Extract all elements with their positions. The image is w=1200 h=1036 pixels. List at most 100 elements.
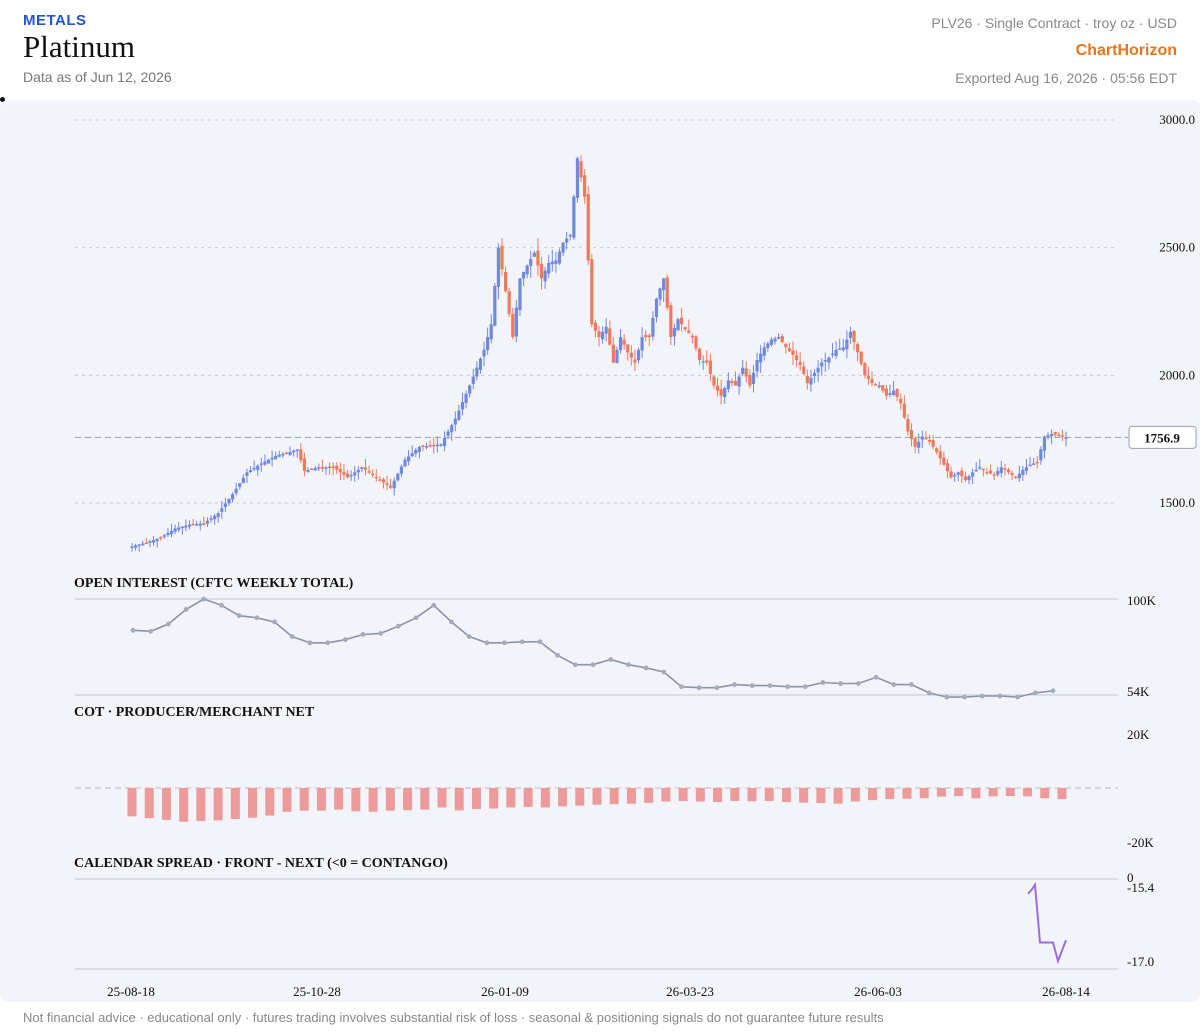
oi-point	[325, 640, 331, 646]
oi-point	[802, 684, 808, 690]
candle-body	[827, 357, 831, 363]
cot-bar	[661, 788, 671, 802]
candle-body	[741, 367, 745, 375]
candle-body	[507, 291, 511, 315]
candle-body	[870, 379, 874, 383]
candle-body	[521, 271, 526, 279]
spread-line	[1027, 881, 1067, 965]
x-tick-label: 26-06-03	[854, 984, 902, 999]
candle-body	[349, 474, 353, 477]
candle-body	[385, 483, 389, 486]
candle-body	[457, 410, 461, 420]
cot-bar	[213, 788, 223, 821]
candle-body	[1053, 431, 1057, 435]
candle-body	[471, 376, 475, 384]
candle-body	[335, 465, 339, 470]
cot-bar	[833, 788, 843, 804]
oi-point	[625, 662, 631, 668]
cot-bar	[954, 788, 964, 797]
candle-body	[644, 335, 648, 338]
oi-point	[997, 693, 1003, 699]
candle-body	[191, 523, 195, 526]
oi-panel-title: OPEN INTEREST (CFTC WEEKLY TOTAL)	[74, 576, 354, 591]
cot-bar	[316, 788, 326, 811]
candle-body	[504, 272, 508, 292]
candle-body	[367, 471, 371, 473]
cot-bar	[592, 788, 602, 805]
cot-bar	[678, 788, 688, 801]
oi-point	[484, 640, 490, 646]
candle-body	[665, 277, 669, 308]
candle-body	[453, 418, 457, 425]
candle-body	[155, 538, 159, 542]
candle-body	[1046, 435, 1050, 438]
candle-body	[187, 524, 192, 527]
cot-bar	[248, 788, 258, 818]
cot-bar	[816, 788, 826, 804]
candle-body	[345, 473, 350, 478]
candle-body	[712, 376, 716, 386]
page-title: Platinum	[23, 29, 135, 64]
candle-body	[180, 526, 184, 529]
candle-body	[266, 459, 271, 464]
candle-body	[888, 393, 892, 395]
candle-body	[651, 317, 655, 337]
candle-body	[263, 461, 267, 465]
candle-body	[701, 361, 705, 363]
oi-point	[395, 623, 401, 629]
candle-body	[363, 467, 368, 470]
candle-body	[407, 456, 411, 462]
candle-body	[963, 476, 968, 481]
last-price-tag	[1128, 425, 1197, 449]
candle-body	[981, 468, 985, 471]
cot-bar	[988, 788, 998, 797]
data-as-of: Data as of Jun 12, 2026	[23, 69, 172, 85]
candle-body	[403, 459, 407, 467]
oi-point	[219, 602, 224, 608]
candle-body	[622, 339, 626, 345]
candle-body	[274, 455, 278, 460]
candle-body	[794, 355, 799, 361]
candle-body	[575, 158, 580, 198]
candle-body	[137, 544, 141, 546]
candle-body	[895, 389, 899, 398]
cot-panel-title: COT · PRODUCER/MERCHANT NET	[74, 705, 315, 720]
chart-panel: 3000.0 2500.0 2000.0 1500.0 1756.9 OPEN INTER…	[0, 100, 1200, 1002]
candle-body	[633, 359, 637, 363]
candle-body	[863, 363, 867, 376]
brand-logo[interactable]: ChartHorizon	[1075, 42, 1177, 59]
oi-point	[909, 682, 914, 687]
candle-body	[690, 335, 694, 338]
cot-bar	[127, 788, 137, 817]
candle-body	[680, 317, 684, 325]
candle-body	[956, 472, 960, 475]
cot-bar	[144, 788, 154, 819]
candle-body	[805, 375, 809, 383]
candle-body	[392, 480, 396, 489]
oi-point	[962, 694, 967, 700]
candle-body	[169, 530, 174, 535]
candle-body	[848, 331, 853, 338]
oi-point	[183, 607, 189, 612]
candle-body	[162, 535, 166, 537]
candle-body	[554, 260, 558, 264]
cot-bar	[420, 788, 430, 810]
oi-point	[413, 615, 419, 621]
candle-body	[719, 389, 723, 396]
candle-body	[320, 467, 324, 469]
candle-body	[881, 385, 885, 391]
candle-body	[636, 349, 641, 361]
candle-body	[543, 270, 547, 282]
cot-bar	[936, 788, 946, 797]
cot-bar	[626, 788, 636, 804]
spread-zero-label: 0	[1127, 870, 1134, 885]
cot-bar	[558, 788, 568, 807]
candle-body	[985, 471, 989, 474]
cot-bar	[644, 788, 654, 803]
export-timestamp: Exported Aug 16, 2026 · 05:56 EDT	[955, 70, 1177, 86]
candle-body	[654, 298, 659, 318]
oi-point	[944, 694, 950, 700]
candle-body	[834, 349, 838, 357]
candle-body	[198, 523, 202, 526]
oi-point	[1050, 688, 1056, 694]
